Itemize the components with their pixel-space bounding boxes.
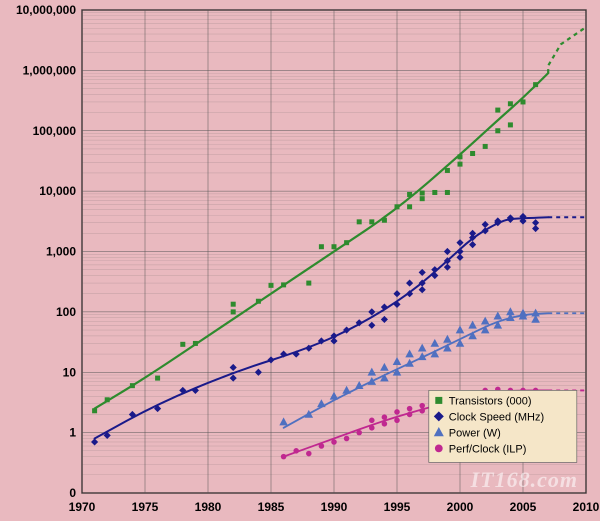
legend: Transistors (000) Clock Speed (MHz) Power … xyxy=(429,390,577,462)
y-tick-label: 10,000,000 xyxy=(16,3,76,17)
moores-law-chart: 1970 1975 1980 1985 1990 1995 2000 2005 2010 0 1 10… xyxy=(0,0,600,521)
y-tick-label: 0 xyxy=(69,486,76,500)
x-tick-label: 1995 xyxy=(384,500,411,514)
y-tick-label: 10 xyxy=(63,365,77,379)
x-tick-label: 1990 xyxy=(321,500,348,514)
y-tick-label: 100 xyxy=(56,305,76,319)
legend-label: Perf/Clock (ILP) xyxy=(449,443,527,455)
chart-container: { "chart": { "type": "scatter-log", "wid… xyxy=(0,0,600,521)
y-tick-label: 1,000 xyxy=(46,245,76,259)
y-tick-label: 1,000,000 xyxy=(23,63,77,77)
x-tick-label: 2000 xyxy=(447,500,474,514)
x-tick-label: 2010 xyxy=(573,500,600,514)
legend-label: Transistors (000) xyxy=(449,395,532,407)
y-tick-label: 100,000 xyxy=(33,124,77,138)
x-tick-label: 2005 xyxy=(510,500,537,514)
watermark: IT168.com xyxy=(470,467,578,492)
x-tick-label: 1980 xyxy=(195,500,222,514)
legend-label: Clock Speed (MHz) xyxy=(449,411,544,423)
y-tick-label: 10,000 xyxy=(39,184,76,198)
legend-label: Power (W) xyxy=(449,427,501,439)
y-tick-label: 1 xyxy=(69,426,76,440)
x-tick-label: 1970 xyxy=(69,500,96,514)
x-tick-label: 1985 xyxy=(258,500,285,514)
x-tick-label: 1975 xyxy=(132,500,159,514)
